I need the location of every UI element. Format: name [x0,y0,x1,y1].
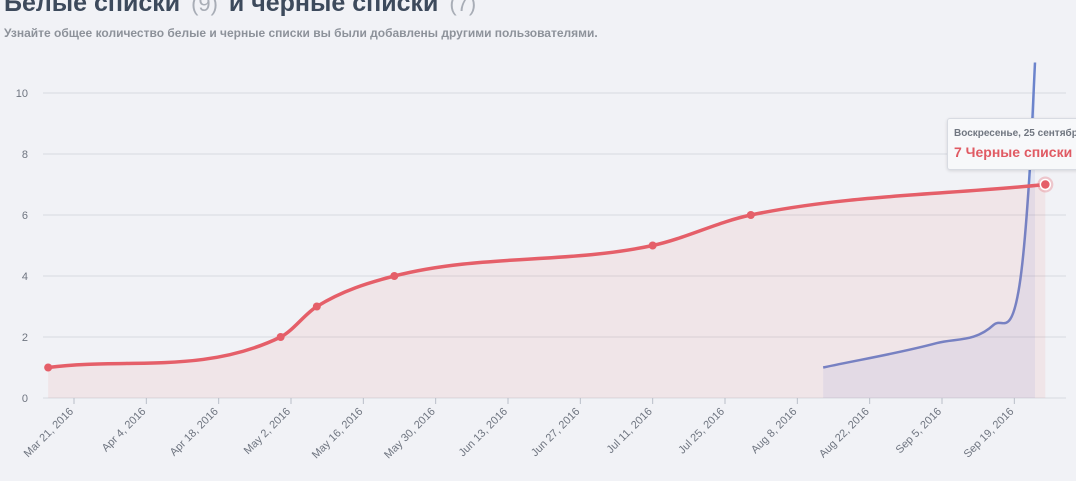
tooltip-value: 7 Черные списки [954,144,1073,160]
page-subtitle: Узнайте общее количество белые и черные … [4,26,598,40]
y-tick-label: 6 [22,210,28,222]
x-tick-label: Sep 19, 2016 [962,406,1017,461]
data-point [648,241,657,250]
chart-tooltip: Воскресенье, 25 сентября 2016 7 Черные с… [947,118,1076,170]
x-tick-label: Mar 21, 2016 [22,406,76,460]
y-tick-label: 2 [22,332,28,344]
y-tick-label: 8 [22,149,28,161]
x-tick-label: Aug 22, 2016 [817,406,872,461]
page-header: Белые списки (9) и черные списки (7) [4,0,480,19]
series-line-0 [47,182,1046,370]
data-point [44,363,53,372]
data-point [1039,178,1052,191]
y-tick-label: 10 [16,88,28,100]
series-area-0 [48,184,1046,398]
x-tick-label: Apr 4, 2016 [100,406,149,455]
blacklist-count: (7) [449,0,477,16]
series-area-1 [823,62,1035,398]
x-tick-label: May 16, 2016 [310,406,366,462]
title-whitelists: Белые списки [4,0,181,17]
x-tick-label: May 2, 2016 [242,406,293,457]
x-tick-label: May 30, 2016 [382,406,438,462]
x-tick-label: Jul 11, 2016 [604,406,654,456]
x-tick-label: Apr 18, 2016 [168,406,221,459]
page-title: Белые списки (9) и черные списки (7) [4,0,480,17]
data-point [312,302,321,311]
tooltip-date: Воскресенье, 25 сентября 2016 [954,128,1076,139]
y-tick-label: 4 [22,271,28,283]
y-tick-label: 0 [22,393,28,405]
x-tick-label: Jul 25, 2016 [676,406,727,457]
x-tick-label: Jun 13, 2016 [457,406,510,459]
data-point [276,333,285,341]
x-tick-label: Sep 5, 2016 [894,406,944,456]
whitelist-count: (9) [191,0,218,16]
data-point [746,211,755,219]
data-point [390,272,399,280]
title-blacklists: и черные списки [228,0,439,17]
x-tick-label: Aug 8, 2016 [749,406,799,456]
x-tick-label: Jun 27, 2016 [529,406,582,459]
